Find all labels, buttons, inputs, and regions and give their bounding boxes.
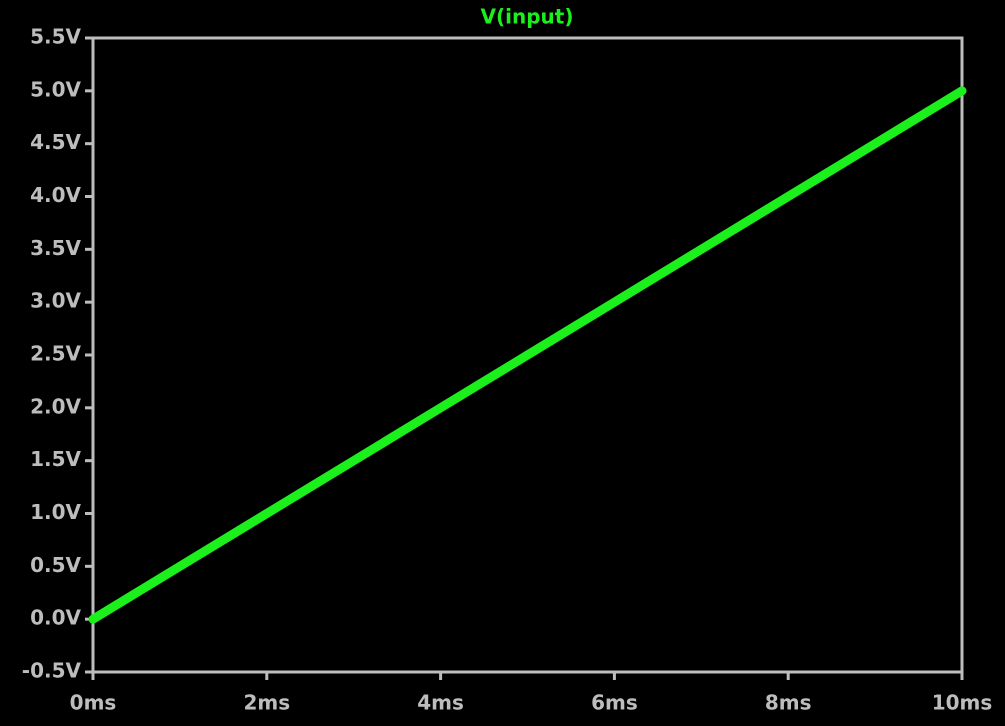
trace-label: V(input): [481, 5, 574, 29]
y-tick-label: 2.0V: [30, 394, 81, 418]
x-tick-label: 6ms: [591, 691, 638, 715]
x-tick-label: 4ms: [417, 691, 464, 715]
y-tick-label: 4.0V: [30, 183, 81, 207]
y-tick-label: -0.5V: [22, 659, 82, 683]
y-tick-label: 0.5V: [30, 553, 81, 577]
x-tick-label: 2ms: [243, 691, 290, 715]
y-tick-label: 4.5V: [30, 130, 81, 154]
y-tick-label: 1.0V: [30, 500, 81, 524]
x-tick-label: 0ms: [70, 691, 117, 715]
y-tick-label: 1.5V: [30, 447, 81, 471]
y-tick-label: 0.0V: [30, 606, 81, 630]
y-tick-label: 3.5V: [30, 236, 81, 260]
line: [88, 86, 967, 624]
x-tick-label: 10ms: [932, 691, 993, 715]
y-tick-label: 5.5V: [30, 25, 81, 49]
y-tick-label: 2.5V: [30, 342, 81, 366]
x-tick-label: 8ms: [765, 691, 812, 715]
y-tick-label: 5.0V: [30, 77, 81, 101]
y-tick-label: 3.0V: [30, 289, 81, 313]
